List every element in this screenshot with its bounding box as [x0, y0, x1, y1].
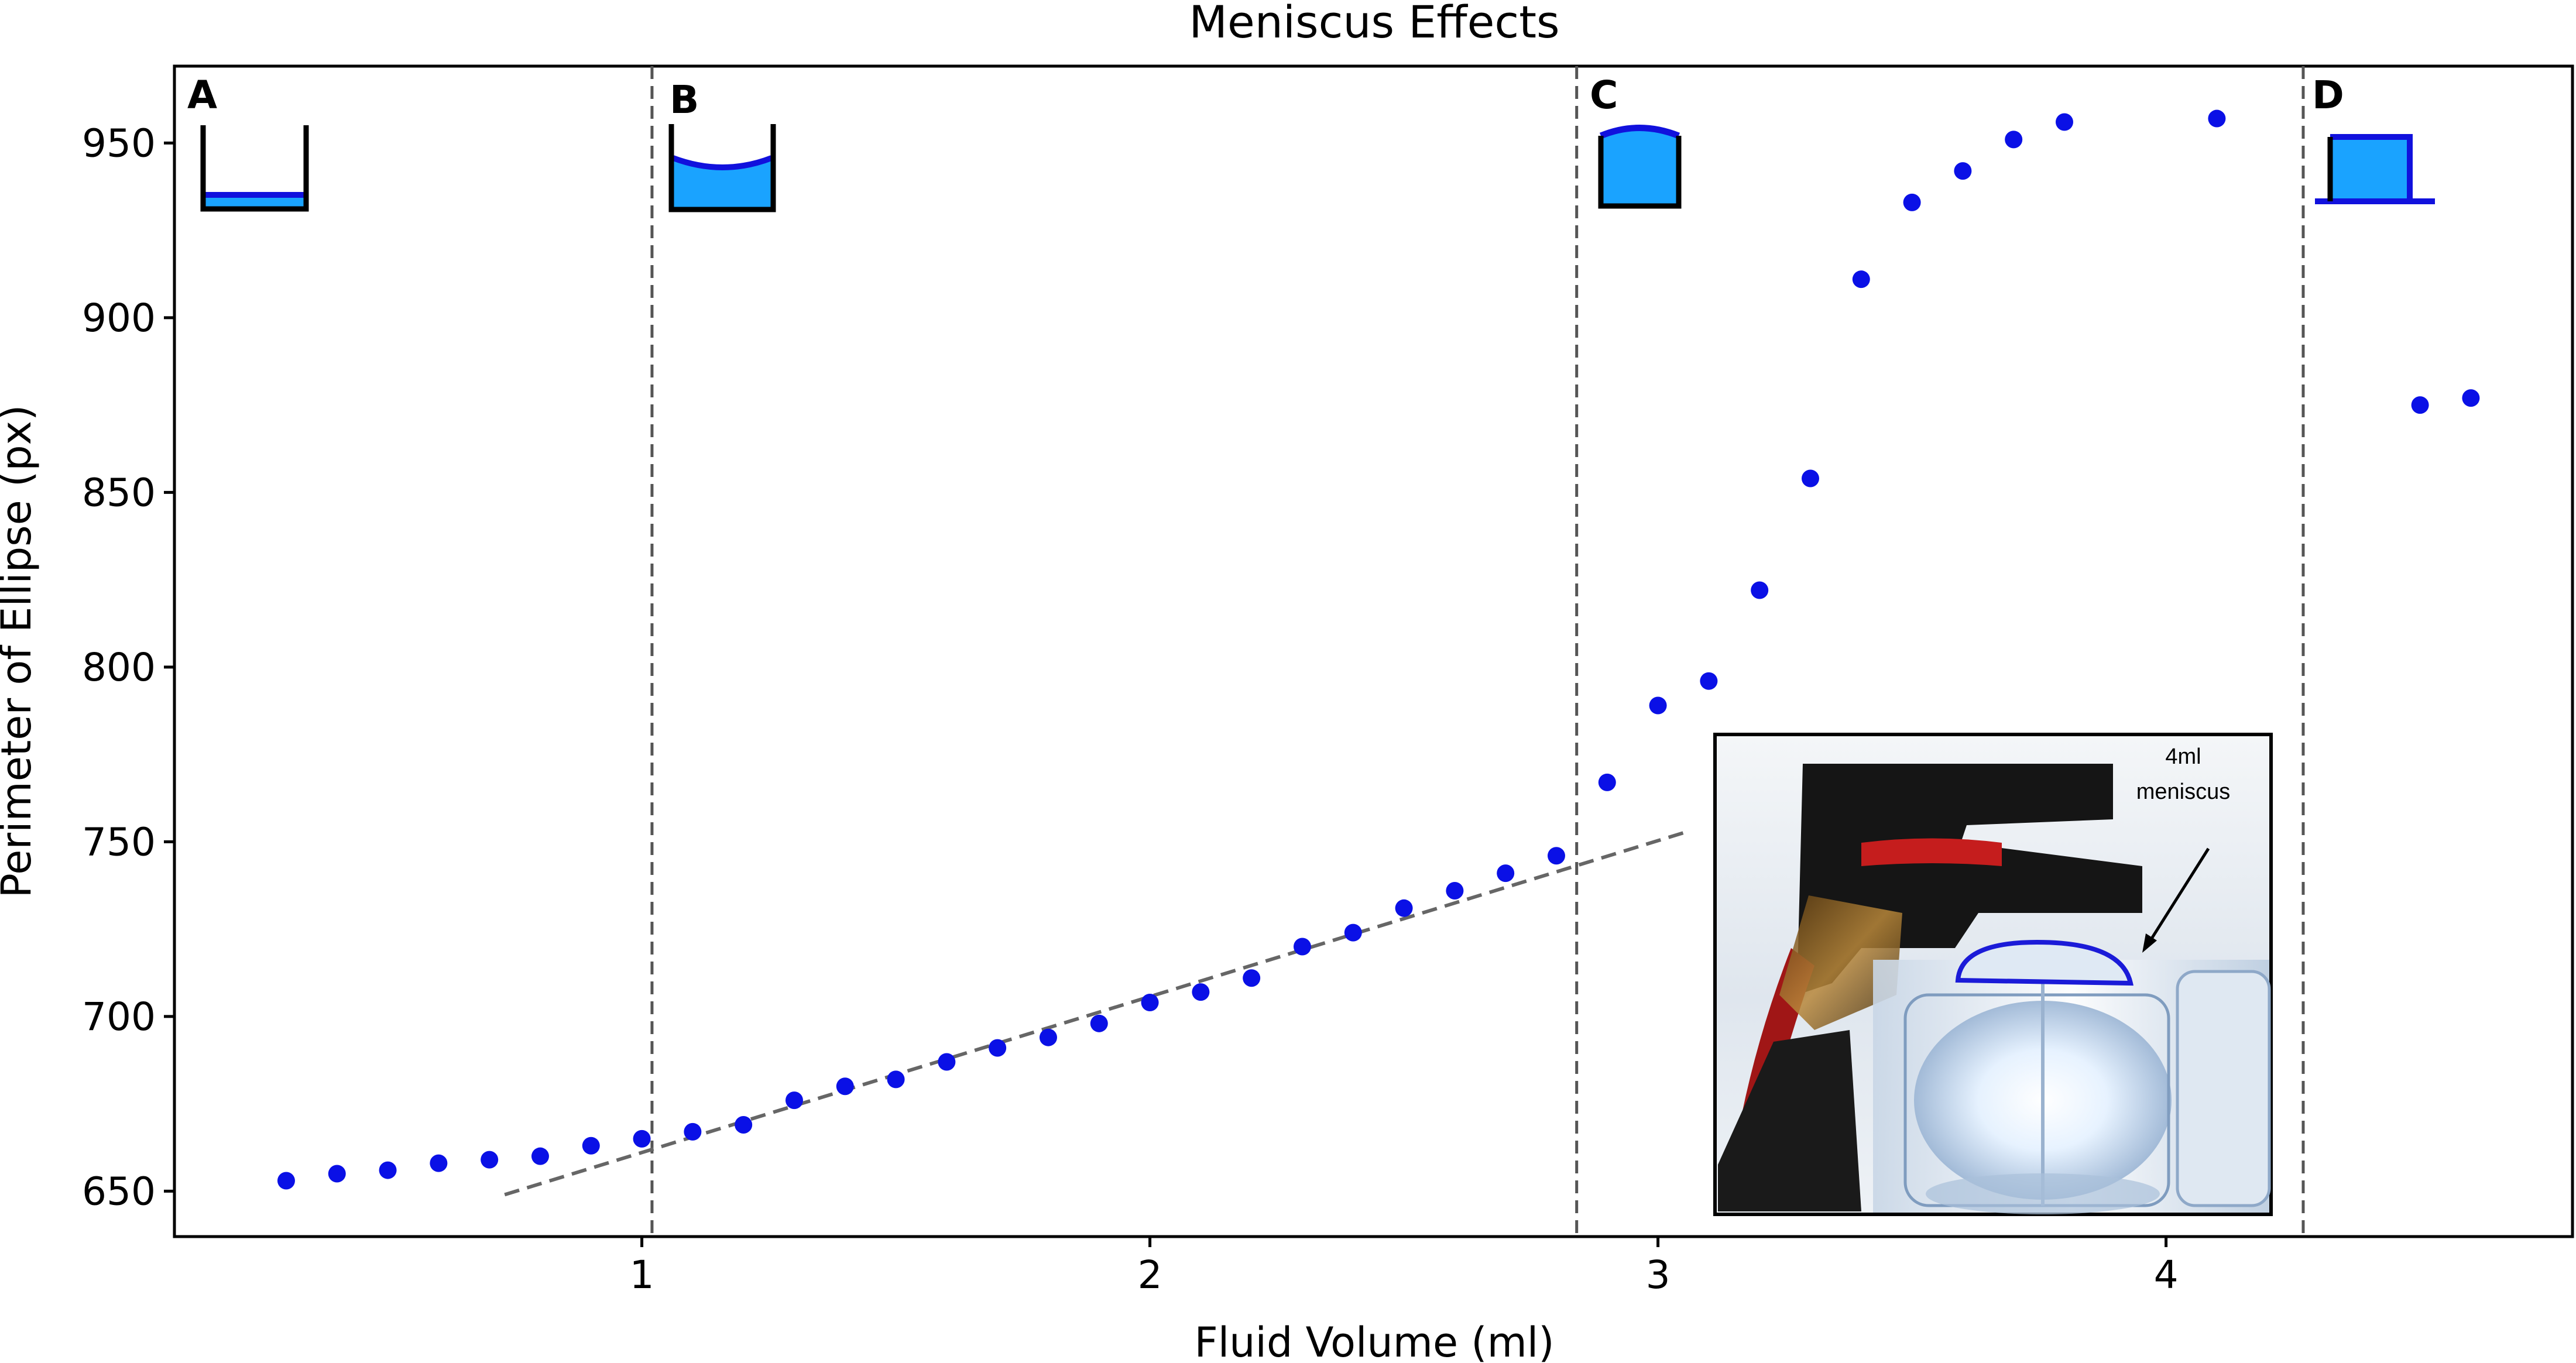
data-point — [430, 1154, 448, 1172]
data-point — [277, 1172, 295, 1190]
x-tick-label: 1 — [630, 1252, 654, 1297]
cup-wall-right — [2176, 970, 2271, 1207]
data-point — [481, 1151, 499, 1169]
meniscus-icon-b — [668, 124, 776, 212]
data-point — [1192, 983, 1210, 1001]
data-points — [277, 109, 2480, 1190]
data-point — [633, 1129, 651, 1148]
y-tick-label: 750 — [82, 819, 156, 864]
inset-photo: 4ml meniscus — [1713, 733, 2273, 1216]
x-axis-ticks: 1 2 3 4 — [630, 1237, 2179, 1297]
y-tick-label: 900 — [82, 296, 156, 341]
data-point — [1446, 881, 1464, 899]
data-point — [2055, 113, 2073, 131]
data-point — [989, 1039, 1007, 1057]
meniscus-icon-c — [1598, 125, 1682, 209]
data-point — [836, 1077, 854, 1096]
data-point — [2411, 396, 2429, 414]
red-cable — [1861, 838, 2002, 866]
data-point — [1598, 773, 1616, 791]
data-point — [1751, 581, 1769, 599]
y-tick-label: 700 — [82, 994, 156, 1039]
data-point — [1344, 923, 1362, 942]
data-point — [2208, 109, 2226, 128]
meniscus-outline — [1955, 939, 2133, 986]
data-point — [785, 1091, 803, 1110]
data-point — [1395, 899, 1413, 917]
y-axis-ticks: 650 700 750 800 850 900 950 — [82, 121, 174, 1214]
annotation-arrow-head — [2142, 933, 2157, 953]
chart-title: Meniscus Effects — [1189, 0, 1559, 48]
data-point — [1243, 969, 1261, 987]
region-label-a: A — [187, 73, 217, 118]
data-point — [938, 1053, 956, 1071]
data-point — [1852, 270, 1870, 289]
data-point — [1649, 696, 1667, 715]
meniscus-icon-d — [2315, 134, 2435, 204]
data-point — [1141, 994, 1159, 1011]
inset-annotation-line2: meniscus — [2136, 780, 2231, 804]
data-point — [1090, 1014, 1108, 1032]
data-point — [1700, 672, 1718, 690]
region-label-b: B — [670, 77, 699, 122]
base-block — [1718, 1030, 1861, 1211]
region-label-d: D — [2312, 73, 2344, 118]
data-point — [887, 1070, 905, 1089]
data-point — [1954, 162, 1972, 180]
data-point — [1497, 864, 1515, 883]
y-tick-label: 850 — [82, 470, 156, 515]
y-tick-label: 800 — [82, 645, 156, 690]
inset-annotation-line1: 4ml — [2165, 744, 2201, 769]
data-point — [1293, 938, 1311, 956]
annotation-arrow-line — [2148, 847, 2210, 943]
trend-line — [504, 829, 1689, 1197]
y-tick-label: 650 — [82, 1169, 156, 1214]
meniscus-icon-a — [200, 125, 309, 212]
data-point — [1801, 469, 1819, 487]
region-boundaries — [650, 66, 2305, 1237]
data-point — [379, 1161, 397, 1179]
tape — [1779, 895, 1902, 1030]
x-tick-label: 3 — [1646, 1252, 1671, 1297]
data-point — [735, 1115, 753, 1134]
data-point — [328, 1165, 346, 1183]
data-point — [1547, 847, 1565, 865]
data-point — [684, 1122, 702, 1141]
data-point — [531, 1147, 549, 1165]
x-tick-label: 2 — [1138, 1252, 1162, 1297]
data-point — [1039, 1028, 1057, 1046]
y-axis-label: Perimeter of Ellipse (px) — [0, 405, 40, 898]
x-axis-label: Fluid Volume (ml) — [1194, 1319, 1554, 1363]
y-tick-label: 950 — [82, 121, 156, 166]
x-tick-label: 4 — [2154, 1252, 2179, 1297]
data-point — [2005, 131, 2023, 149]
data-point — [582, 1137, 600, 1155]
region-label-c: C — [1590, 73, 1618, 118]
data-point — [1903, 193, 1921, 211]
data-point — [2462, 389, 2480, 407]
